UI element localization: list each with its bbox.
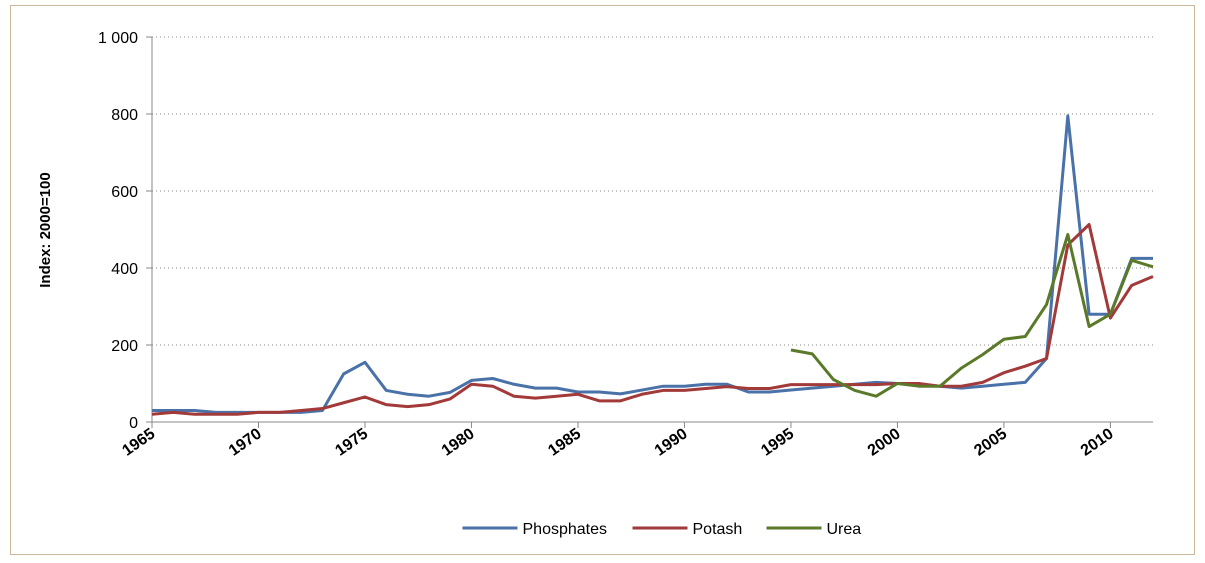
series-line — [790, 233, 1154, 398]
series-line — [152, 114, 1153, 414]
y-tick-label: 0 — [129, 415, 138, 432]
y-tick-label: 1 000 — [98, 30, 138, 47]
y-tick-label: 800 — [111, 107, 138, 124]
y-axis-label: Index: 2000=100 — [37, 172, 54, 288]
series-line — [151, 222, 1154, 416]
legend-label: Urea — [827, 521, 862, 538]
legend-label: Potash — [693, 521, 743, 538]
legend-label: Phosphates — [523, 521, 608, 538]
y-tick-label: 400 — [111, 261, 138, 278]
chart-frame — [10, 5, 1195, 555]
y-tick-label: 600 — [111, 184, 138, 201]
y-tick-label: 200 — [111, 338, 138, 355]
